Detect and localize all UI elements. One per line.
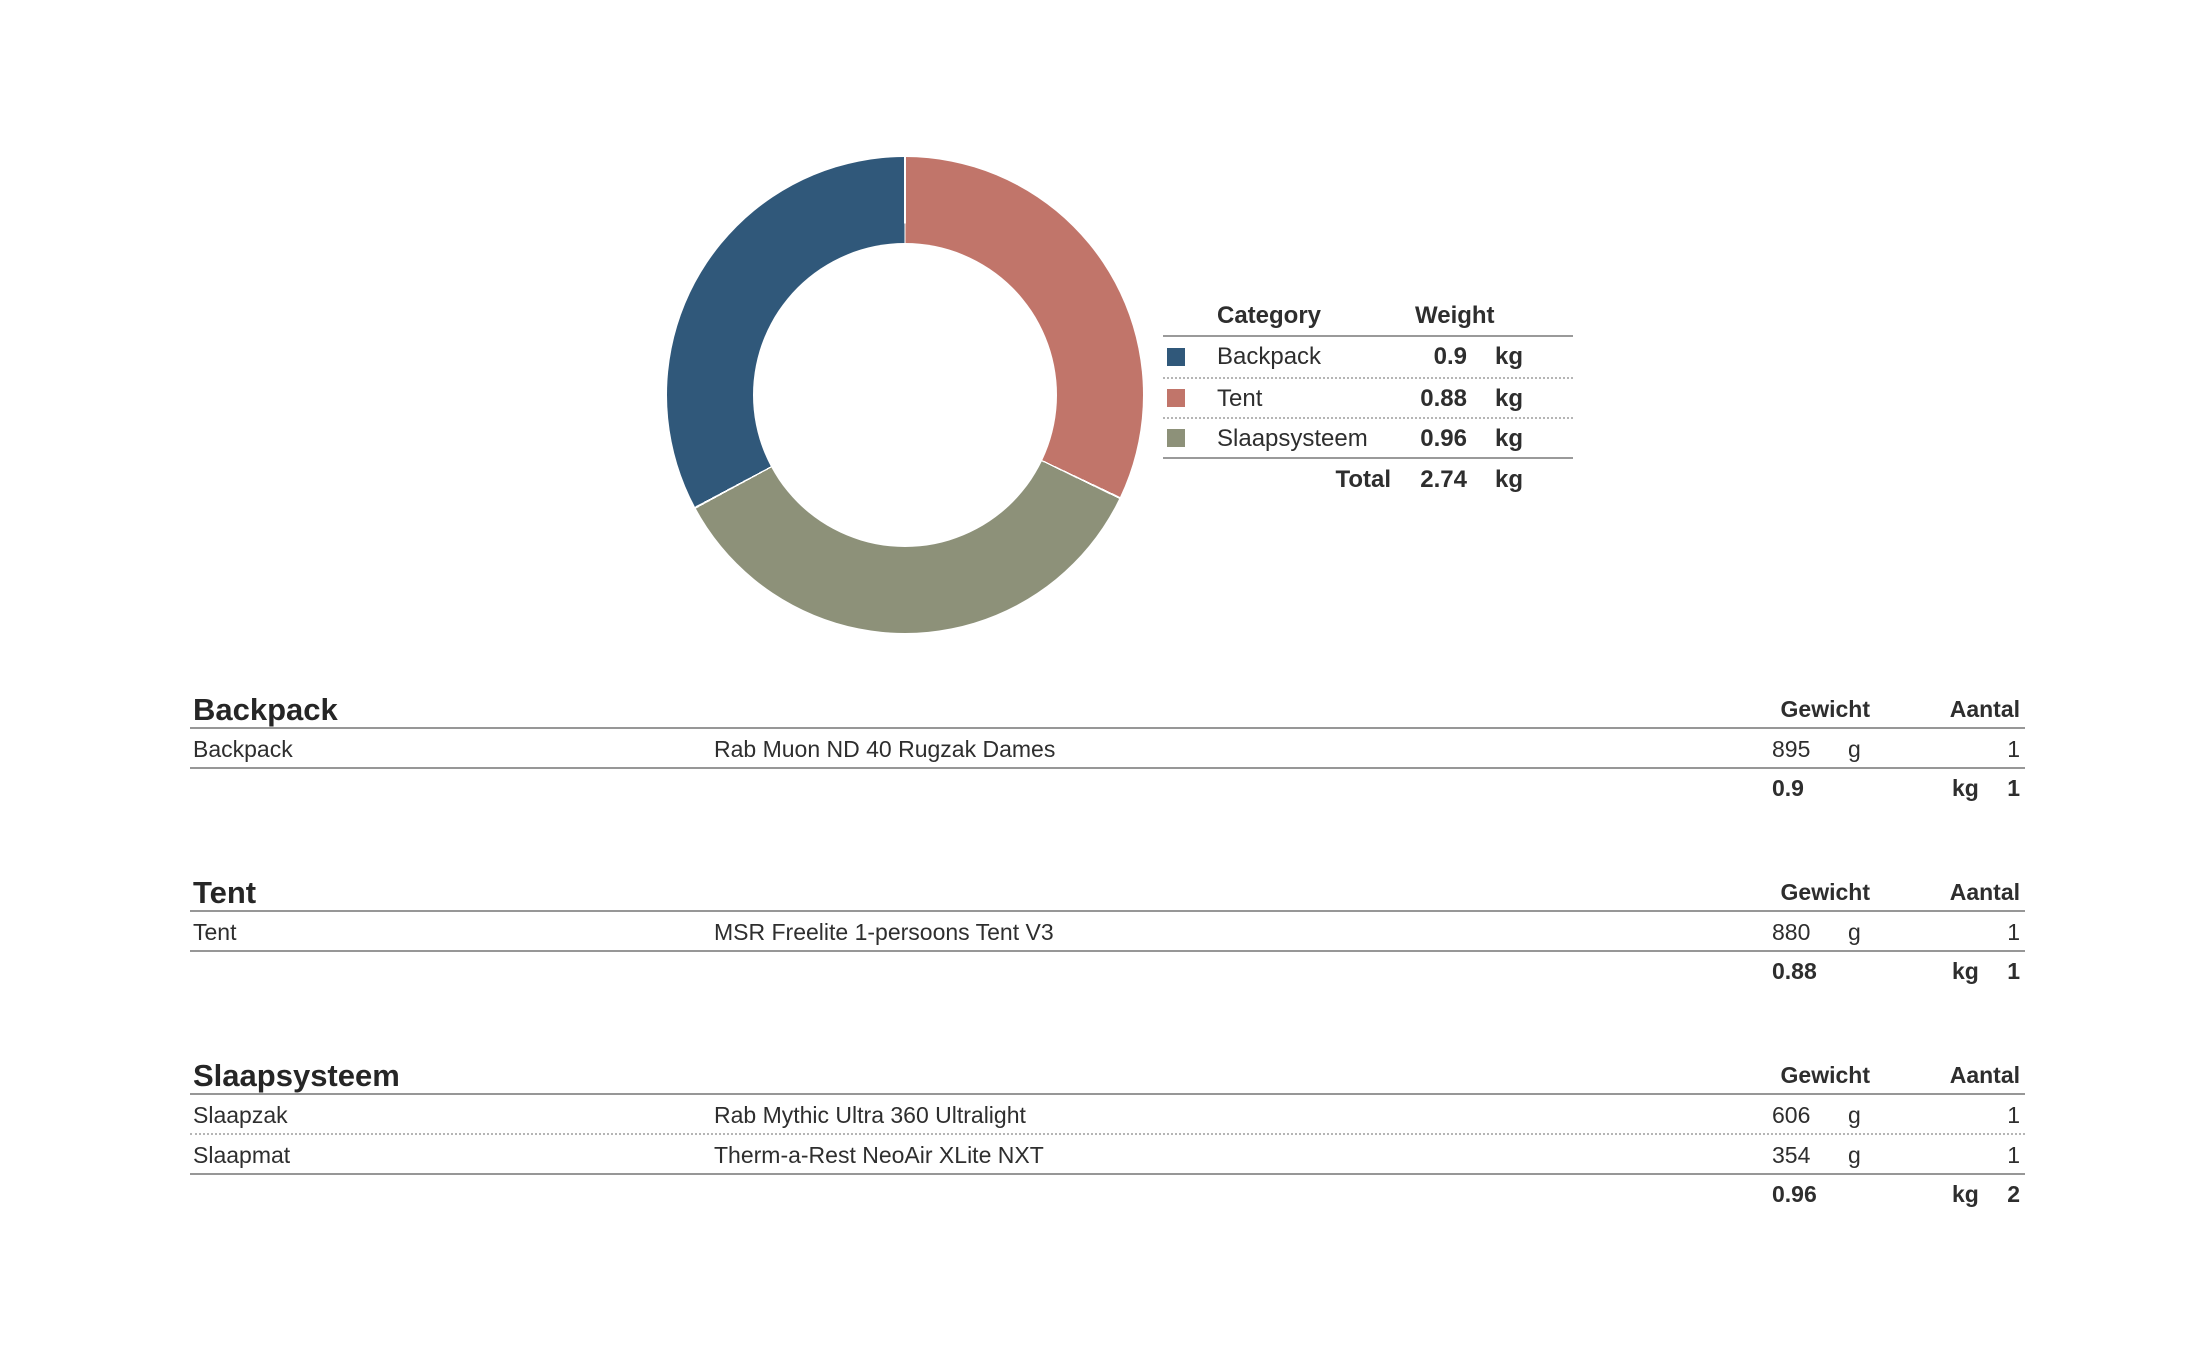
item-cell: Slaapmat xyxy=(193,1142,291,1168)
qty-cell: 1 xyxy=(2007,919,2020,945)
section-total-row: 0.88 kg 1 xyxy=(190,952,2025,992)
legend-value: 0.88 xyxy=(1420,385,1467,412)
section-header-row: Slaapsysteem Gewicht Aantal xyxy=(190,1060,2025,1095)
legend-row-slaapsysteem: Slaapsysteem 0.96 kg xyxy=(1163,417,1573,457)
item-cell: Backpack xyxy=(193,736,293,762)
section-total-weight: 0.88 xyxy=(1772,958,1817,984)
item-cell: Tent xyxy=(193,919,237,945)
slaapsysteem-color-swatch xyxy=(1167,429,1185,447)
aantal-column-header: Aantal xyxy=(1949,1062,2020,1088)
table-row: Backpack Rab Muon ND 40 Rugzak Dames 895… xyxy=(190,729,2025,769)
weight-cell: 880 xyxy=(1772,919,1811,945)
description-cell: Rab Muon ND 40 Rugzak Dames xyxy=(714,736,1056,762)
legend-total-unit: kg xyxy=(1495,466,1524,493)
chart-legend-table: Category Weight Backpack 0.9 kg Tent 0.8… xyxy=(1163,302,1573,497)
section-header-row: Tent Gewicht Aantal xyxy=(190,877,2025,912)
aantal-column-header: Aantal xyxy=(1949,696,2020,722)
section-title: Slaapsysteem xyxy=(193,1058,400,1093)
section-total-unit: kg xyxy=(1952,1181,1979,1207)
legend-label: Slaapsysteem xyxy=(1217,425,1368,452)
section-backpack: Backpack Gewicht Aantal Backpack Rab Muo… xyxy=(190,694,2025,809)
legend-value: 0.96 xyxy=(1420,425,1467,452)
legend-label: Tent xyxy=(1217,385,1263,412)
section-total-weight: 0.96 xyxy=(1772,1181,1817,1207)
legend-header-row: Category Weight xyxy=(1163,302,1573,337)
legend-weight-header: Weight xyxy=(1415,302,1495,329)
legend-label: Backpack xyxy=(1217,343,1322,370)
section-total-qty: 1 xyxy=(2007,958,2020,984)
unit-cell: g xyxy=(1848,919,1861,945)
section-total-weight: 0.9 xyxy=(1772,775,1804,801)
unit-cell: g xyxy=(1848,736,1861,762)
gewicht-column-header: Gewicht xyxy=(1780,696,1870,722)
weight-cell: 606 xyxy=(1772,1102,1811,1128)
qty-cell: 1 xyxy=(2007,1102,2020,1128)
table-row: Tent MSR Freelite 1-persoons Tent V3 880… xyxy=(190,912,2025,952)
section-total-row: 0.9 kg 1 xyxy=(190,769,2025,809)
section-total-qty: 2 xyxy=(2007,1181,2020,1207)
legend-row-backpack: Backpack 0.9 kg xyxy=(1163,337,1573,377)
gewicht-column-header: Gewicht xyxy=(1780,879,1870,905)
section-total-qty: 1 xyxy=(2007,775,2020,801)
item-cell: Slaapzak xyxy=(193,1102,288,1128)
legend-total-value: 2.74 xyxy=(1420,466,1467,493)
qty-cell: 1 xyxy=(2007,736,2020,762)
legend-total-row: Total 2.74 kg xyxy=(1163,457,1573,497)
gewicht-column-header: Gewicht xyxy=(1780,1062,1870,1088)
description-cell: Therm-a-Rest NeoAir XLite NXT xyxy=(714,1142,1044,1168)
section-total-unit: kg xyxy=(1952,958,1979,984)
weight-cell: 354 xyxy=(1772,1142,1811,1168)
section-header-row: Backpack Gewicht Aantal xyxy=(190,694,2025,729)
legend-unit: kg xyxy=(1495,385,1524,412)
legend-category-header: Category xyxy=(1217,302,1322,329)
qty-cell: 1 xyxy=(2007,1142,2020,1168)
section-title: Tent xyxy=(193,875,257,910)
aantal-column-header: Aantal xyxy=(1949,879,2020,905)
unit-cell: g xyxy=(1848,1102,1861,1128)
weight-donut-chart xyxy=(667,157,1143,633)
section-total-unit: kg xyxy=(1952,775,1979,801)
unit-cell: g xyxy=(1848,1142,1861,1168)
tent-color-swatch xyxy=(1167,389,1185,407)
table-row: Slaapmat Therm-a-Rest NeoAir XLite NXT 3… xyxy=(190,1135,2025,1175)
description-cell: MSR Freelite 1-persoons Tent V3 xyxy=(714,919,1054,945)
legend-unit: kg xyxy=(1495,343,1524,370)
donut-hole xyxy=(753,243,1057,547)
table-row: Slaapzak Rab Mythic Ultra 360 Ultralight… xyxy=(190,1095,2025,1135)
backpack-color-swatch xyxy=(1167,348,1185,366)
legend-row-tent: Tent 0.88 kg xyxy=(1163,377,1573,417)
section-title: Backpack xyxy=(193,692,338,727)
legend-unit: kg xyxy=(1495,425,1524,452)
section-tent: Tent Gewicht Aantal Tent MSR Freelite 1-… xyxy=(190,877,2025,992)
legend-value: 0.9 xyxy=(1433,343,1467,370)
legend-total-label: Total xyxy=(1335,466,1391,493)
section-total-row: 0.96 kg 2 xyxy=(190,1175,2025,1215)
section-slaapsysteem: Slaapsysteem Gewicht Aantal Slaapzak Rab… xyxy=(190,1060,2025,1215)
description-cell: Rab Mythic Ultra 360 Ultralight xyxy=(714,1102,1026,1128)
weight-cell: 895 xyxy=(1772,736,1811,762)
